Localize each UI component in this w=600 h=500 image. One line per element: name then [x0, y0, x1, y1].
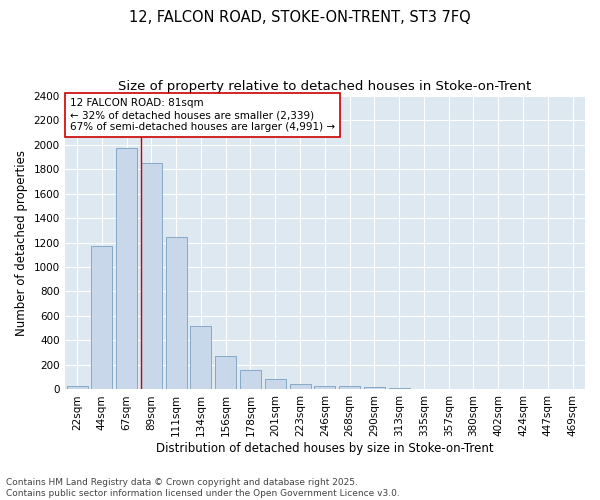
Bar: [166, 237, 187, 390]
Bar: [389, 388, 410, 390]
Bar: [141, 163, 162, 390]
Y-axis label: Number of detached properties: Number of detached properties: [15, 150, 28, 336]
X-axis label: Distribution of detached houses by size in Stoke-on-Trent: Distribution of detached houses by size …: [156, 442, 494, 455]
Bar: [240, 370, 261, 390]
Text: 12, FALCON ROAD, STOKE-ON-TRENT, ST3 7FQ: 12, FALCON ROAD, STOKE-ON-TRENT, ST3 7FQ: [129, 10, 471, 25]
Bar: [91, 246, 112, 390]
Bar: [67, 386, 88, 390]
Bar: [265, 379, 286, 390]
Bar: [339, 386, 360, 390]
Text: 12 FALCON ROAD: 81sqm
← 32% of detached houses are smaller (2,339)
67% of semi-d: 12 FALCON ROAD: 81sqm ← 32% of detached …: [70, 98, 335, 132]
Title: Size of property relative to detached houses in Stoke-on-Trent: Size of property relative to detached ho…: [118, 80, 532, 93]
Bar: [116, 148, 137, 390]
Bar: [290, 384, 311, 390]
Bar: [314, 386, 335, 390]
Bar: [364, 387, 385, 390]
Bar: [215, 356, 236, 390]
Bar: [190, 326, 211, 390]
Text: Contains HM Land Registry data © Crown copyright and database right 2025.
Contai: Contains HM Land Registry data © Crown c…: [6, 478, 400, 498]
